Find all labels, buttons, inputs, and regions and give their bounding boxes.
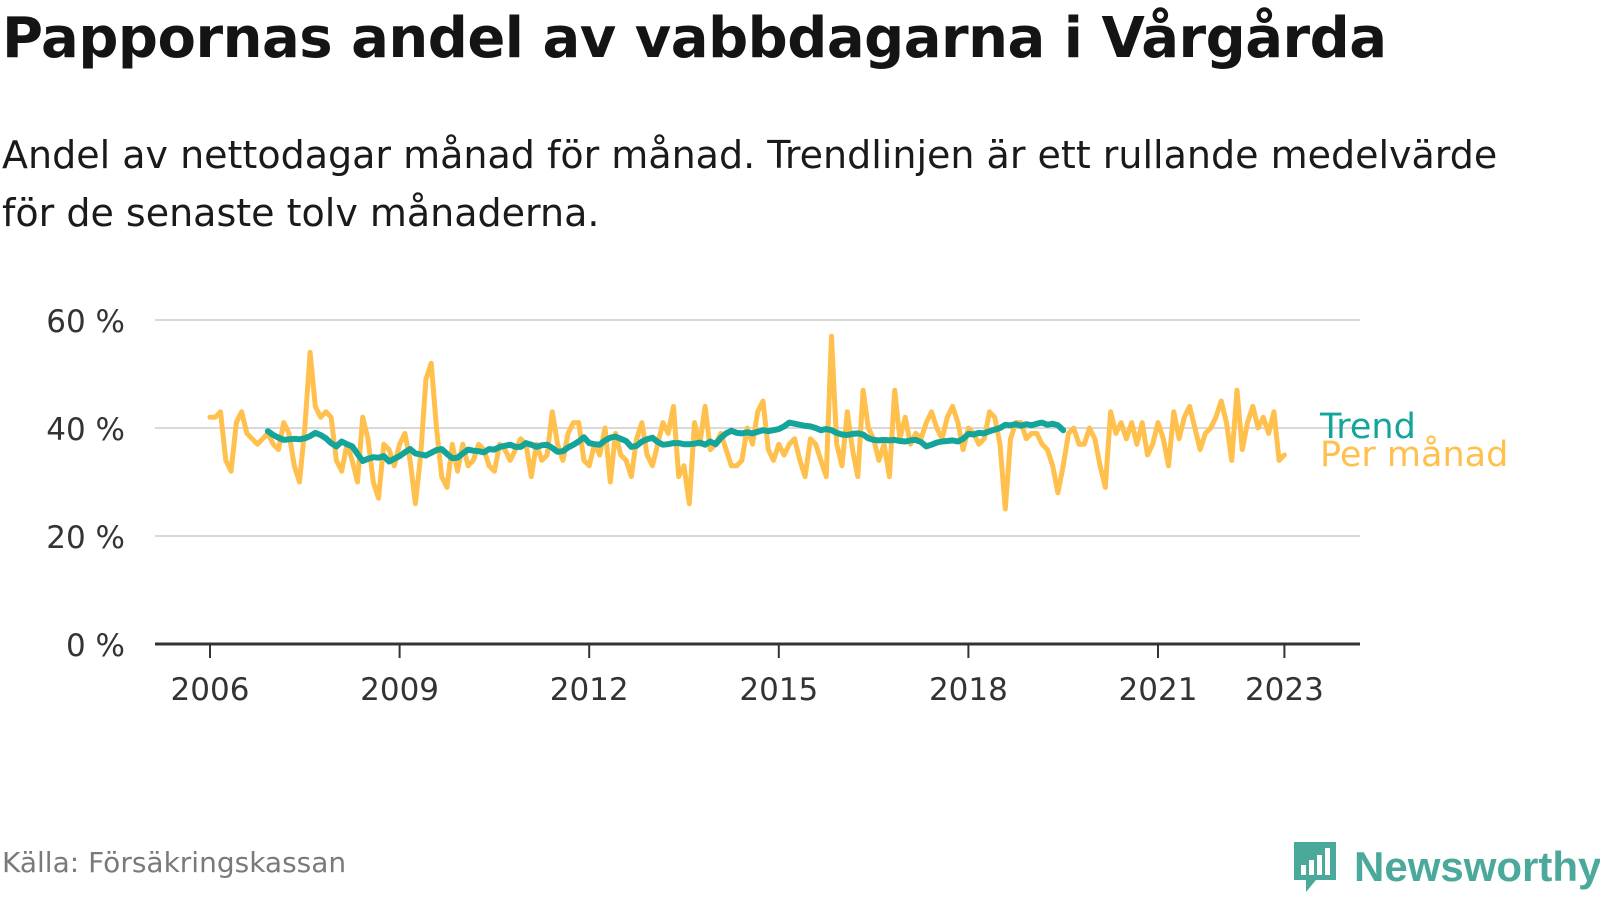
x-tick-label: 2012 (550, 672, 629, 708)
x-tick-label: 2021 (1119, 672, 1198, 708)
chart-title: Pappornas andel av vabbdagarna i Vårgård… (2, 6, 1387, 71)
label-trend: Trend (1319, 407, 1416, 447)
chart-subtitle: Andel av nettodagar månad för månad. Tre… (2, 133, 1498, 235)
series-lines (207, 333, 1287, 512)
x-tick-label: 2006 (171, 672, 250, 708)
brand-name: Newsworthy (1354, 843, 1600, 890)
y-tick-label: 60 % (46, 304, 125, 340)
series-per-manad-line (207, 333, 1287, 512)
y-tick-label: 40 % (46, 412, 125, 448)
x-tick-label: 2023 (1245, 672, 1324, 708)
source-note: Källa: Försäkringskassan (2, 846, 347, 879)
y-tick-label: 0 % (66, 628, 125, 664)
brand-logo: Newsworthy (1290, 838, 1600, 896)
x-tick-label: 2015 (739, 672, 818, 708)
series-trend-line (264, 419, 1067, 465)
axes: 0 % 20 % 40 % 60 % 2006 2009 2012 2015 2018 2021 2… (46, 304, 1360, 708)
newsworthy-logo-icon (1294, 842, 1336, 892)
x-tick-label: 2018 (929, 672, 1008, 708)
y-tick-label: 20 % (46, 520, 125, 556)
x-tick-label: 2009 (360, 672, 439, 708)
label-per-manad: Per månad (1320, 434, 1508, 475)
